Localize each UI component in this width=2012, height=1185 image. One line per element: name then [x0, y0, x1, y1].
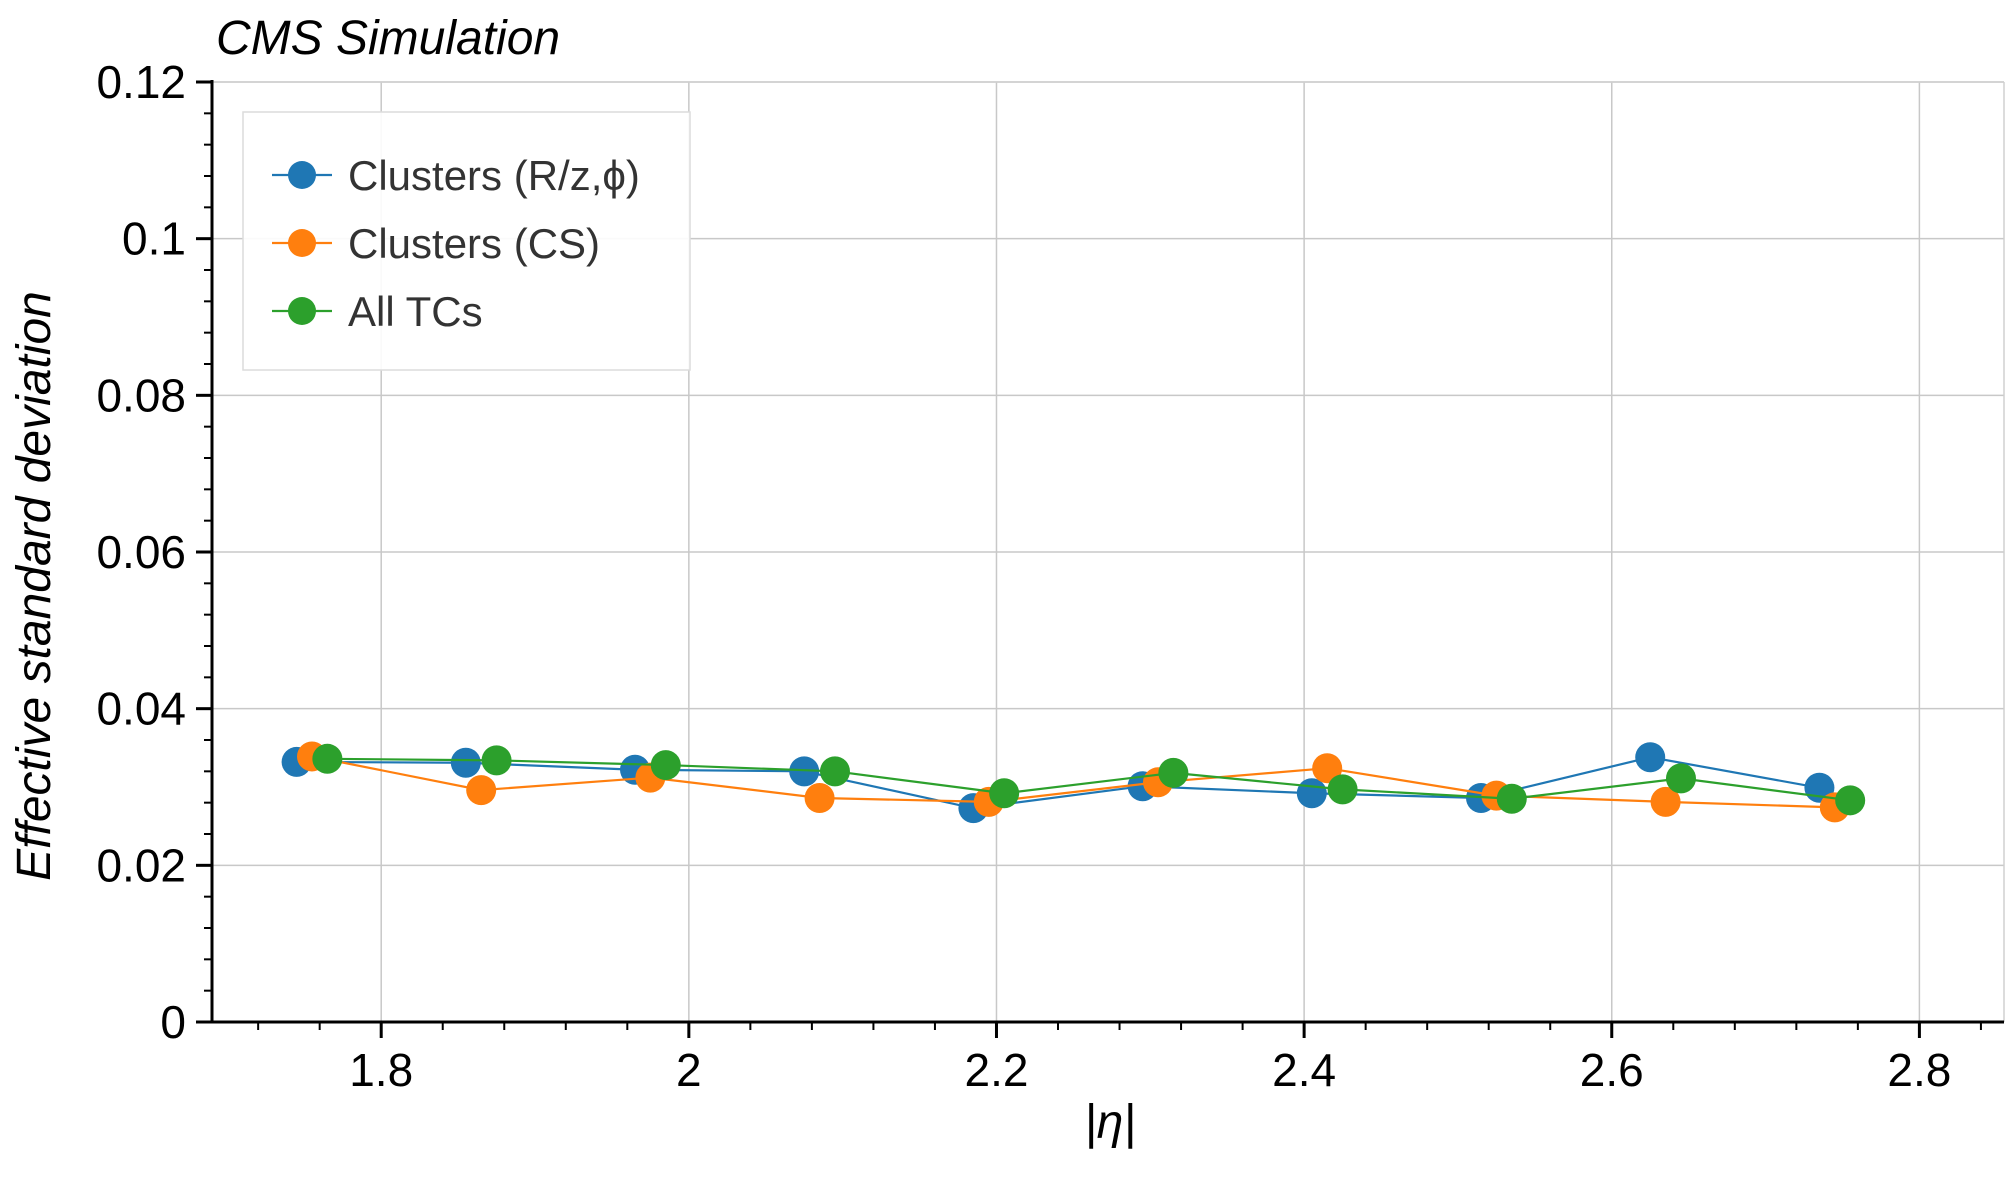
series-2-point	[1665, 763, 1696, 794]
series-0-point	[450, 747, 481, 778]
series-2-point	[989, 778, 1020, 809]
legend-marker-2	[288, 297, 316, 325]
y-tick-label: 0.02	[96, 839, 186, 891]
x-tick-label: 1.8	[349, 1044, 413, 1096]
series-1-point	[466, 775, 497, 806]
x-tick-label: 2.4	[1272, 1044, 1336, 1096]
y-axis-title: Effective standard deviation	[8, 291, 61, 881]
chart-title: CMS Simulation	[216, 12, 560, 65]
series-2-point	[1835, 785, 1866, 816]
series-line-0	[296, 756, 1820, 810]
legend-label-1: Clusters (CS)	[348, 220, 600, 267]
y-tick-label: 0.06	[96, 526, 186, 578]
series-2-point	[1327, 774, 1358, 805]
series-line-1	[311, 755, 1835, 809]
legend-box	[242, 111, 691, 371]
legend-label-2: All TCs	[348, 288, 483, 335]
series-1-point	[1312, 753, 1343, 784]
series-0-point	[1296, 778, 1327, 809]
x-tick-label: 2.6	[1580, 1044, 1644, 1096]
x-tick-label: 2.8	[1887, 1044, 1951, 1096]
y-tick-label: 0.04	[96, 683, 186, 735]
series-1-point	[804, 782, 835, 813]
x-tick-label: 2	[676, 1044, 702, 1096]
legend-marker-1	[288, 229, 316, 257]
series-2-point	[1158, 757, 1189, 788]
series-2-point	[650, 750, 681, 781]
x-tick-label: 2.2	[965, 1044, 1029, 1096]
y-tick-label: 0	[160, 996, 186, 1048]
legend-marker-0	[288, 161, 316, 189]
y-tick-label: 0.08	[96, 369, 186, 421]
x-axis-title: |η|	[1084, 1096, 1136, 1149]
series-2-point	[312, 743, 343, 774]
y-tick-label: 0.1	[122, 213, 186, 265]
series-line-2	[327, 757, 1851, 802]
series-2-point	[819, 756, 850, 787]
series-0-point	[1635, 742, 1666, 773]
series-2-point	[481, 745, 512, 776]
series-0-point	[789, 756, 820, 787]
series-1-point	[1650, 786, 1681, 817]
legend-label-0: Clusters (R/z,ϕ)	[348, 152, 640, 199]
series-2-point	[1496, 783, 1527, 814]
series-layer	[281, 741, 1866, 824]
legend: Clusters (R/z,ϕ) Clusters (CS) All TCs	[242, 111, 691, 371]
axes-layer: 0 0.02 0.04 0.06 0.08 0.1 0.12 1.8 2 2.2 2.4 2.6 2.8	[96, 56, 2005, 1096]
y-tick-label: 0.12	[96, 56, 186, 108]
